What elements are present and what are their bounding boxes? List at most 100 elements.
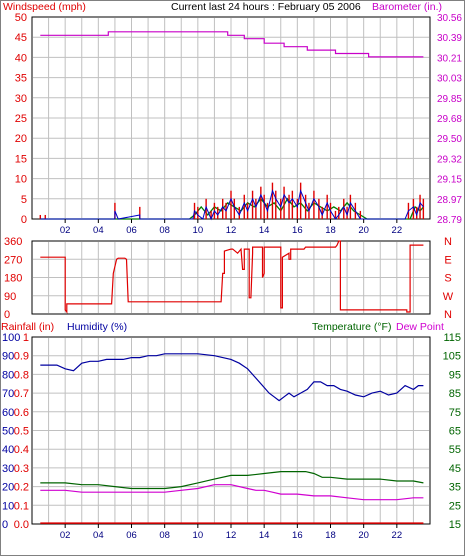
humidity-axis-label: Humidity (%) [67, 321, 127, 333]
windspeed-tick-label: 45 [15, 32, 27, 44]
dewpoint-line [40, 484, 424, 501]
temperature-line [40, 471, 424, 490]
direction-compass-label: E [444, 254, 451, 266]
rainfall-tick-label: 0.5 [14, 426, 29, 438]
wind-direction-line [40, 240, 424, 314]
wind-barometer-x-tick-label: 08 [159, 225, 170, 236]
rainfall-tick-label: 0.6 [14, 407, 29, 419]
wind-gust-line [40, 188, 424, 221]
windspeed-tick-label: 35 [15, 73, 27, 85]
direction-tick-label: 180 [4, 273, 22, 285]
wind-barometer-series [39, 31, 425, 221]
wind-direction-grid [33, 242, 429, 313]
barometer-tick-label: 28.79 [437, 215, 462, 226]
temperature-tick-label: 95 [449, 369, 461, 381]
humidity-tick-label: 100 [2, 332, 20, 344]
rainfall-tick-label: 0.1 [14, 500, 29, 512]
windspeed-tick-label: 5 [21, 194, 27, 206]
windspeed-tick-label: 25 [15, 113, 27, 125]
temperature-tick-label: 25 [449, 500, 461, 512]
wind-barometer-x-tick-label: 04 [93, 225, 104, 236]
temperature-tick-label: 75 [449, 407, 461, 419]
rain-humidity-temperature-x-tick-label: 06 [126, 530, 137, 541]
barometer-tick-label: 30.21 [437, 53, 462, 64]
humidity-tick-label: 0 [2, 519, 8, 531]
humidity-tick-label: 90 [2, 351, 14, 363]
wind-barometer-x-tick-label: 14 [259, 225, 270, 236]
humidity-tick-label: 30 [2, 463, 14, 475]
rain-humidity-temperature-x-tick-label: 08 [159, 530, 170, 541]
barometer-tick-label: 29.15 [437, 175, 462, 186]
wind-barometer-x-tick-label: 22 [392, 225, 403, 236]
barometer-tick-label: 30.03 [437, 74, 462, 85]
wind-direction-series [40, 240, 424, 314]
barometer-tick-label: 28.97 [437, 195, 462, 206]
rain-humidity-temperature-x-tick-label: 02 [60, 530, 71, 541]
rainfall-tick-label: 0.2 [14, 482, 29, 494]
page-title: Current last 24 hours : February 05 2006 [171, 1, 361, 13]
windspeed-tick-label: 15 [15, 153, 27, 165]
wind-barometer-x-tick-label: 12 [226, 225, 237, 236]
temperature-tick-label: 55 [449, 444, 461, 456]
rainfall-tick-label: 0.7 [14, 388, 29, 400]
wind-barometer-x-tick-label: 18 [325, 225, 336, 236]
rain-humidity-temperature-x-tick-label: 12 [226, 530, 237, 541]
rainfall-tick-label: 0.8 [14, 369, 29, 381]
windspeed-tick-label: 10 [15, 174, 27, 186]
barometer-line [40, 31, 424, 58]
humidity-tick-label: 10 [2, 500, 14, 512]
rainfall-tick-label: 1 [23, 332, 29, 344]
direction-tick-label: 360 [4, 236, 22, 248]
temperature-tick-label: 35 [449, 482, 461, 494]
temperature-tick-label: 45 [449, 463, 461, 475]
temperature-tick-label: 105 [443, 351, 461, 363]
barometer-tick-label: 30.39 [437, 33, 462, 44]
rain-humidity-temperature-x-tick-label: 10 [193, 530, 204, 541]
direction-compass-label: S [444, 273, 451, 285]
barometer-axis-label: Barometer (in.) [372, 1, 442, 13]
rainfall-tick-label: 0.9 [14, 351, 29, 363]
wind-barometer-x-tick-label: 02 [60, 225, 71, 236]
humidity-tick-label: 20 [2, 482, 14, 494]
windspeed-tick-label: 40 [15, 52, 27, 64]
humidity-tick-label: 80 [2, 369, 14, 381]
temperature-tick-label: 15 [449, 519, 461, 531]
wind-barometer-x-tick-label: 20 [358, 225, 369, 236]
wind-barometer-grid [33, 18, 429, 218]
rain-humidity-temperature-panel: 0 10 20 30 40 50 60 70 80 90 100 0.0 0.1 0.2 0.3 0.4 0.5… [2, 332, 461, 541]
temperature-tick-label: 115 [443, 332, 461, 344]
humidity-tick-label: 70 [2, 388, 14, 400]
wind-barometer-axes: 0 5 10 15 20 25 30 35 40 45 50 28.79 28.97 29.15 29.32… [15, 12, 463, 236]
rain-humidity-temperature-x-tick-label: 04 [93, 530, 104, 541]
rain-humidity-temperature-series [40, 353, 424, 524]
rain-humidity-temperature-x-tick-label: 14 [259, 530, 270, 541]
humidity-tick-label: 40 [2, 444, 14, 456]
barometer-tick-label: 29.85 [437, 94, 462, 105]
windspeed-tick-label: 50 [15, 12, 27, 24]
wind-barometer-panel: 0 5 10 15 20 25 30 35 40 45 50 28.79 28.97 29.15 29.32… [15, 12, 463, 236]
windspeed-tick-label: 30 [15, 93, 27, 105]
humidity-tick-label: 50 [2, 426, 14, 438]
rainfall-axis-label: Rainfall (in) [1, 321, 54, 333]
dewpoint-axis-label: Dew Point [396, 321, 444, 333]
wind-barometer-x-tick-label: 16 [292, 225, 303, 236]
barometer-tick-label: 29.32 [437, 154, 462, 165]
direction-tick-label: 0 [4, 309, 10, 321]
rain-humidity-temperature-x-tick-label: 22 [392, 530, 403, 541]
barometer-tick-label: 30.56 [437, 13, 462, 24]
windspeed-axis-label: Windspeed (mph) [3, 1, 86, 13]
rainfall-tick-label: 0.3 [14, 463, 29, 475]
rainfall-tick-label: 0.0 [14, 519, 29, 531]
barometer-tick-label: 29.68 [437, 114, 462, 125]
wind-barometer-x-tick-label: 06 [126, 225, 137, 236]
direction-tick-label: 90 [4, 291, 16, 303]
temperature-tick-label: 65 [449, 426, 461, 438]
barometer-tick-label: 29.50 [437, 134, 462, 145]
windspeed-tick-label: 0 [21, 214, 27, 226]
wind-barometer-x-tick-label: 10 [193, 225, 204, 236]
temperature-axis-label: Temperature (°F) [312, 321, 391, 333]
direction-compass-label: N [444, 309, 452, 321]
